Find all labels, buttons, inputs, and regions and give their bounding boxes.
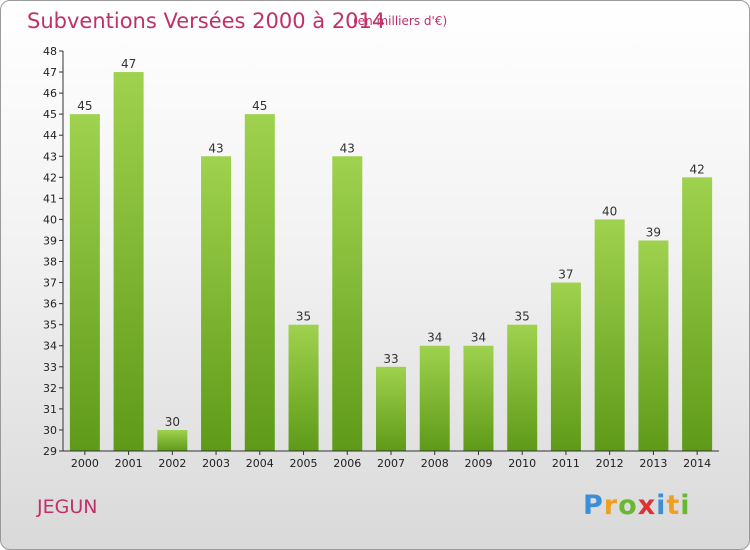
bar (463, 345, 494, 451)
bar (201, 156, 232, 451)
x-tick-label: 2003 (202, 457, 230, 470)
bar-value-label: 37 (558, 268, 573, 282)
bar-value-label: 43 (340, 141, 355, 155)
bar (419, 345, 450, 451)
y-tick-label: 45 (43, 108, 57, 121)
x-tick-label: 2009 (464, 457, 492, 470)
logo-letter: i (680, 490, 691, 521)
bar-value-label: 45 (252, 99, 267, 113)
y-tick-label: 38 (43, 256, 57, 269)
x-tick-label: 2007 (377, 457, 405, 470)
y-tick-label: 34 (43, 340, 57, 353)
y-tick-label: 36 (43, 298, 57, 311)
bar-value-label: 34 (471, 331, 486, 345)
bar-value-label: 47 (121, 57, 136, 71)
logo-letter: x (637, 490, 657, 521)
x-tick-label: 2008 (421, 457, 449, 470)
y-tick-label: 33 (43, 361, 57, 374)
bar (288, 324, 319, 451)
x-tick-label: 2014 (683, 457, 711, 470)
bar (376, 366, 406, 451)
bar-value-label: 34 (427, 331, 442, 345)
bar-value-label: 35 (515, 310, 530, 324)
x-tick-label: 2005 (290, 457, 318, 470)
y-tick-label: 43 (43, 150, 57, 163)
bar-value-label: 43 (208, 141, 223, 155)
bar-value-label: 33 (383, 352, 398, 366)
logo-letter: i (656, 490, 667, 521)
x-tick-label: 2012 (596, 457, 624, 470)
bar (244, 114, 275, 451)
y-tick-label: 37 (43, 277, 57, 290)
bar (157, 429, 188, 451)
logo-letter: t (666, 490, 681, 521)
bar (507, 324, 538, 451)
bar (682, 177, 713, 451)
bar-value-label: 30 (165, 415, 180, 429)
bars-group: 45 47 30 43 45 35 43 33 34 34 35 37 40 39 42 (69, 57, 713, 451)
logo-letter: o (618, 490, 638, 521)
y-tick-label: 44 (43, 129, 57, 142)
bar (332, 156, 363, 451)
bar-value-label: 35 (296, 310, 311, 324)
logo-letter: P (583, 490, 604, 521)
chart-unit: (en milliers d'€) (353, 14, 448, 28)
bar-value-label: 40 (602, 204, 617, 218)
logo-letter: r (603, 490, 619, 521)
x-tick-label: 2006 (333, 457, 361, 470)
y-tick-label: 31 (43, 403, 57, 416)
bar-value-label: 39 (646, 225, 661, 239)
commune-name: JEGUN (37, 496, 98, 518)
x-tick-label: 2010 (508, 457, 536, 470)
bar (113, 72, 144, 451)
y-tick-label: 35 (43, 319, 57, 332)
y-tick-label: 48 (43, 45, 57, 58)
chart-title: Subventions Versées 2000 à 2014 (27, 9, 386, 33)
x-tick-label: 2013 (639, 457, 667, 470)
bar-value-label: 42 (689, 162, 704, 176)
bar-value-label: 45 (77, 99, 92, 113)
y-tick-label: 30 (43, 424, 57, 437)
y-tick-label: 32 (43, 382, 57, 395)
bar (594, 219, 625, 451)
y-tick-label: 29 (43, 445, 57, 458)
x-tick-label: 2002 (158, 457, 186, 470)
bar (638, 240, 669, 451)
bar (550, 282, 581, 451)
y-tick-label: 41 (43, 192, 57, 205)
y-tick-label: 40 (43, 213, 57, 226)
x-tick-label: 2011 (552, 457, 580, 470)
x-tick-label: 2000 (71, 457, 99, 470)
axes-group: 29 30 31 32 33 34 35 36 37 38 39 40 41 42 43 44 45 46 47 48… (43, 45, 719, 470)
y-tick-label: 42 (43, 171, 57, 184)
y-tick-label: 39 (43, 234, 57, 247)
x-tick-label: 2001 (115, 457, 143, 470)
y-tick-label: 46 (43, 87, 57, 100)
proxiti-logo: Proxiti (583, 490, 691, 521)
y-tick-label: 47 (43, 66, 57, 79)
x-tick-label: 2004 (246, 457, 274, 470)
bar (69, 114, 100, 451)
